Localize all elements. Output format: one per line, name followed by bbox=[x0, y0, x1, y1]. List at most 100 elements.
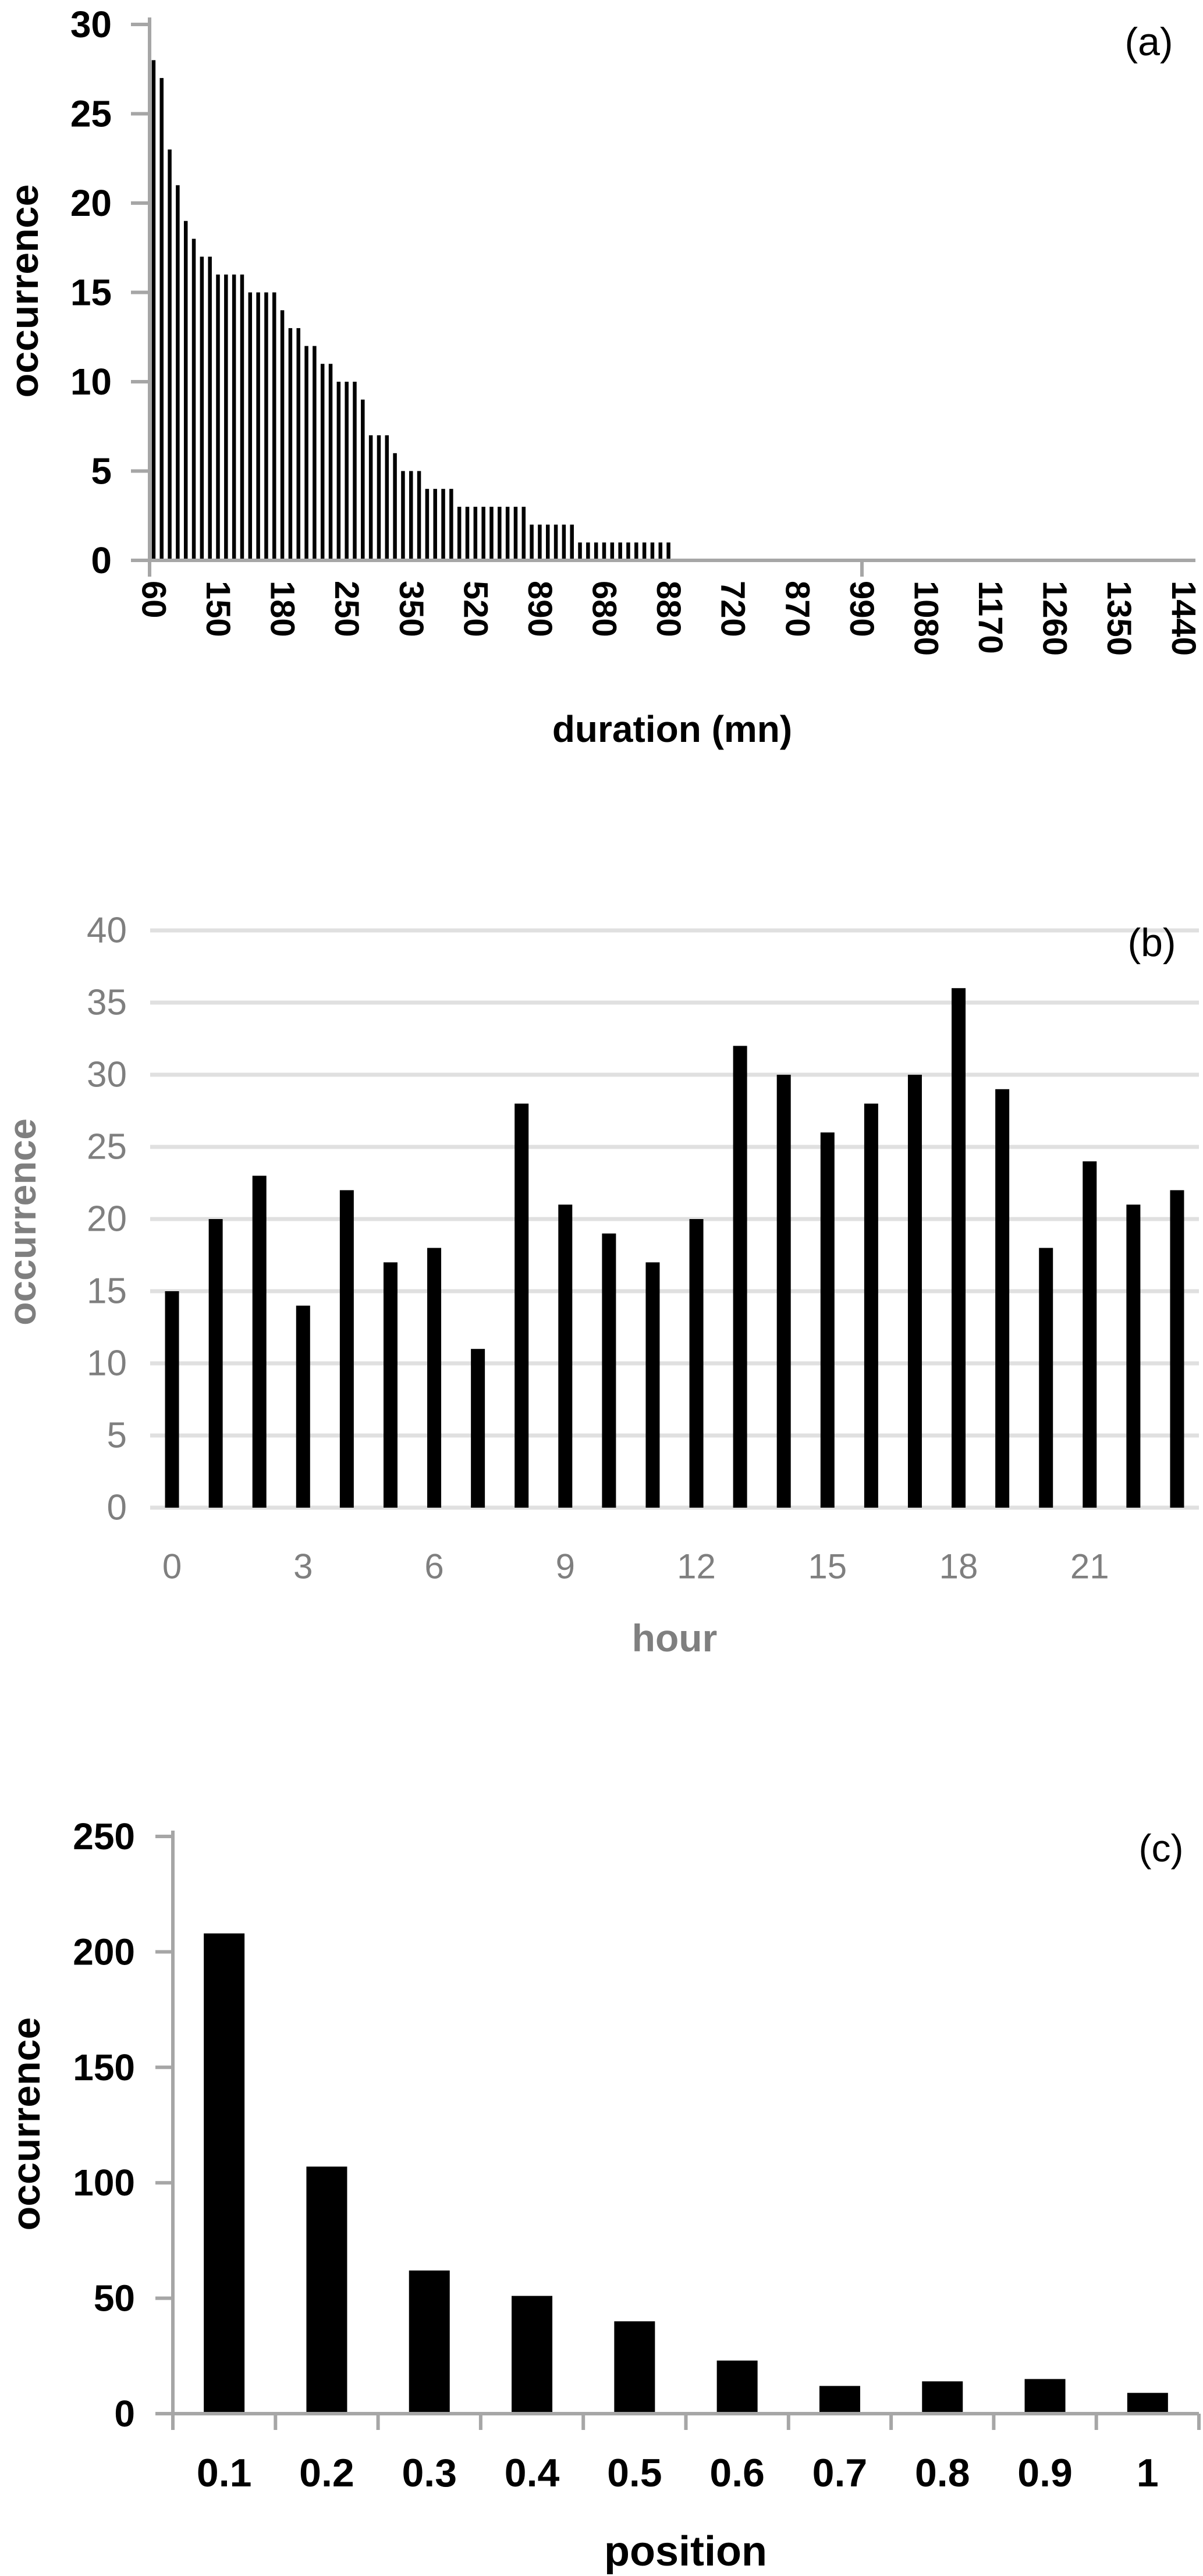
y-tick-label: 0 bbox=[107, 1488, 127, 1528]
bar bbox=[521, 506, 526, 560]
bar bbox=[393, 453, 397, 560]
x-tick-label: 21 bbox=[1070, 1547, 1109, 1586]
bar bbox=[208, 257, 212, 561]
bar bbox=[489, 506, 494, 560]
bar bbox=[864, 1103, 878, 1508]
bar bbox=[602, 1233, 616, 1508]
bar bbox=[473, 506, 478, 560]
bar bbox=[425, 489, 430, 560]
bar bbox=[457, 506, 462, 560]
bar bbox=[922, 2381, 963, 2414]
bar bbox=[618, 542, 622, 560]
bar bbox=[570, 524, 574, 560]
x-tick-label: 0 bbox=[162, 1547, 182, 1586]
bar bbox=[530, 524, 534, 560]
chart-a-y-axis-title: occurrence bbox=[2, 184, 47, 398]
x-tick-label: 1440 bbox=[1165, 581, 1202, 656]
bar bbox=[538, 524, 542, 560]
bar bbox=[1170, 1190, 1184, 1508]
bar bbox=[650, 542, 655, 560]
bar bbox=[264, 292, 268, 560]
y-tick-label: 10 bbox=[70, 361, 112, 403]
bar bbox=[1127, 2393, 1168, 2414]
y-tick-label: 15 bbox=[70, 272, 112, 314]
bar bbox=[995, 1089, 1010, 1508]
bar bbox=[204, 1933, 245, 2414]
bar bbox=[240, 274, 244, 560]
bar bbox=[586, 542, 590, 560]
bar bbox=[666, 542, 670, 560]
bar bbox=[200, 257, 204, 561]
bar bbox=[183, 221, 188, 560]
y-tick-label: 200 bbox=[73, 1931, 135, 1973]
x-tick-label: 890 bbox=[521, 581, 559, 637]
bar bbox=[339, 1190, 354, 1508]
bar bbox=[328, 364, 333, 560]
x-tick-label: 1350 bbox=[1100, 581, 1138, 656]
bar bbox=[256, 292, 260, 560]
bar bbox=[191, 239, 196, 560]
x-tick-label: 1 bbox=[1137, 2451, 1159, 2495]
bar bbox=[514, 1103, 529, 1508]
bar bbox=[208, 1219, 223, 1508]
x-tick-label: 0.9 bbox=[1017, 2451, 1073, 2495]
bars-c bbox=[204, 1933, 1168, 2414]
x-tick-label: 0.1 bbox=[197, 2451, 252, 2495]
y-tick-label: 0 bbox=[114, 2393, 135, 2435]
bar bbox=[296, 1305, 310, 1508]
bar bbox=[689, 1219, 704, 1508]
bar bbox=[602, 542, 606, 560]
bar bbox=[383, 1262, 398, 1508]
x-tick-label: 680 bbox=[585, 581, 623, 637]
x-tick-label: 0.7 bbox=[812, 2451, 868, 2495]
bars-a bbox=[151, 60, 670, 561]
bar bbox=[313, 346, 317, 560]
bar bbox=[642, 542, 647, 560]
bar bbox=[634, 542, 638, 560]
chart-c-position-bars: 0 50 100 150 200 250 0.1 0.2 0.3 0.4 0.5 0.6 0.7 0.8 0… bbox=[73, 1815, 1201, 2495]
y-tick-label: 35 bbox=[87, 983, 127, 1023]
x-tick-label: 18 bbox=[939, 1547, 978, 1586]
bar bbox=[610, 542, 615, 560]
bar bbox=[320, 364, 325, 560]
x-tick-label: 150 bbox=[199, 581, 237, 637]
x-tick-label: 350 bbox=[392, 581, 430, 637]
x-tick-label: 60 bbox=[134, 581, 172, 619]
bar bbox=[272, 292, 276, 560]
x-tick-label: 870 bbox=[778, 581, 816, 637]
x-tick-label: 180 bbox=[264, 581, 301, 637]
bar bbox=[288, 328, 293, 560]
bar bbox=[345, 382, 349, 560]
bar bbox=[465, 506, 470, 560]
chart-c-panel-label: (c) bbox=[1139, 1827, 1184, 1870]
bar bbox=[614, 2321, 655, 2414]
bar bbox=[952, 988, 966, 1508]
bar bbox=[353, 382, 357, 560]
y-tick-label: 30 bbox=[87, 1055, 127, 1095]
bar bbox=[427, 1248, 442, 1508]
x-tick-label: 15 bbox=[808, 1547, 847, 1586]
bar bbox=[280, 310, 285, 560]
y-tick-label: 25 bbox=[70, 93, 112, 135]
y-tick-label: 5 bbox=[91, 450, 112, 492]
bar bbox=[1039, 1248, 1053, 1508]
bars-b bbox=[165, 988, 1184, 1508]
bar bbox=[336, 382, 341, 560]
x-tick-label: 0.3 bbox=[402, 2451, 457, 2495]
bar bbox=[594, 542, 598, 560]
y-tick-label: 40 bbox=[87, 911, 127, 951]
bar bbox=[168, 149, 172, 560]
chart-b-x-axis-title: hour bbox=[632, 1616, 718, 1660]
bar bbox=[716, 2360, 758, 2414]
chart-c-y-axis-title: occurrence bbox=[4, 2017, 48, 2231]
bar bbox=[1083, 1161, 1097, 1508]
bar bbox=[481, 506, 485, 560]
bar bbox=[417, 471, 421, 560]
bar bbox=[409, 2270, 450, 2414]
bar bbox=[1126, 1204, 1141, 1508]
y-tick-label: 250 bbox=[73, 1815, 135, 1857]
bar bbox=[165, 1291, 179, 1508]
x-tick-label: 720 bbox=[714, 581, 752, 637]
bar bbox=[562, 524, 566, 560]
bar bbox=[401, 471, 405, 560]
